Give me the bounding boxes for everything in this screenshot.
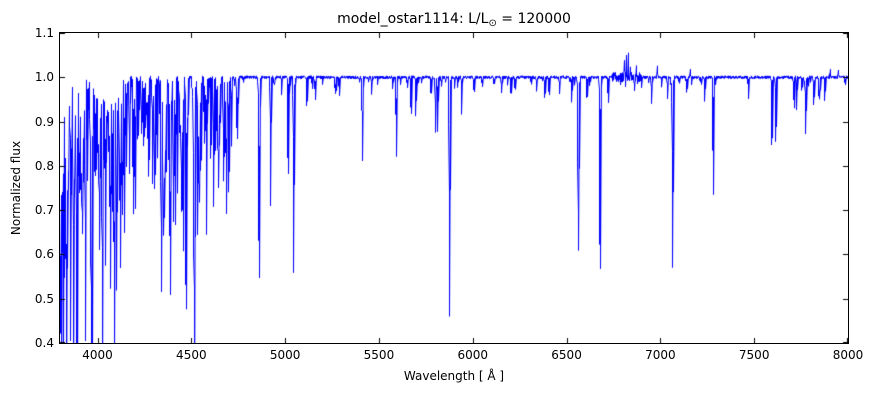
y-tick-label: 0.6 (34, 247, 54, 262)
plot-title-prefix: model_ostar1114: L/L (337, 11, 489, 27)
x-tick-label: 8000 (832, 348, 864, 362)
y-axis-label: Normalized flux (9, 140, 23, 236)
x-tick-label: 6000 (457, 348, 489, 362)
plot-title: model_ostar1114: L/L⊙ = 120000 (60, 11, 848, 29)
x-tick-label: 4500 (176, 348, 207, 362)
y-tick-label: 0.5 (34, 291, 54, 306)
x-tick-label: 6500 (551, 348, 582, 362)
x-tick-label: 7500 (738, 348, 770, 362)
y-tick-label: 0.9 (34, 114, 54, 129)
x-tick-label: 5000 (269, 348, 301, 362)
y-tick-label: 0.8 (34, 158, 54, 173)
plot-title-suffix: = 120000 (496, 11, 571, 27)
y-tick-label: 1.0 (34, 70, 54, 85)
x-tick-label: 7000 (645, 348, 676, 362)
y-tick-label: 1.1 (34, 26, 54, 40)
x-axis-label: Wavelength [ Å ] (403, 369, 505, 383)
plot-area (59, 32, 849, 344)
y-tick-label: 0.7 (34, 203, 54, 218)
x-tick-label: 4000 (82, 348, 113, 362)
y-tick-label: 0.4 (34, 336, 54, 350)
spectrum-canvas (60, 33, 848, 343)
sun-symbol-subscript: ⊙ (488, 18, 497, 29)
x-tick-label: 5500 (363, 348, 395, 362)
